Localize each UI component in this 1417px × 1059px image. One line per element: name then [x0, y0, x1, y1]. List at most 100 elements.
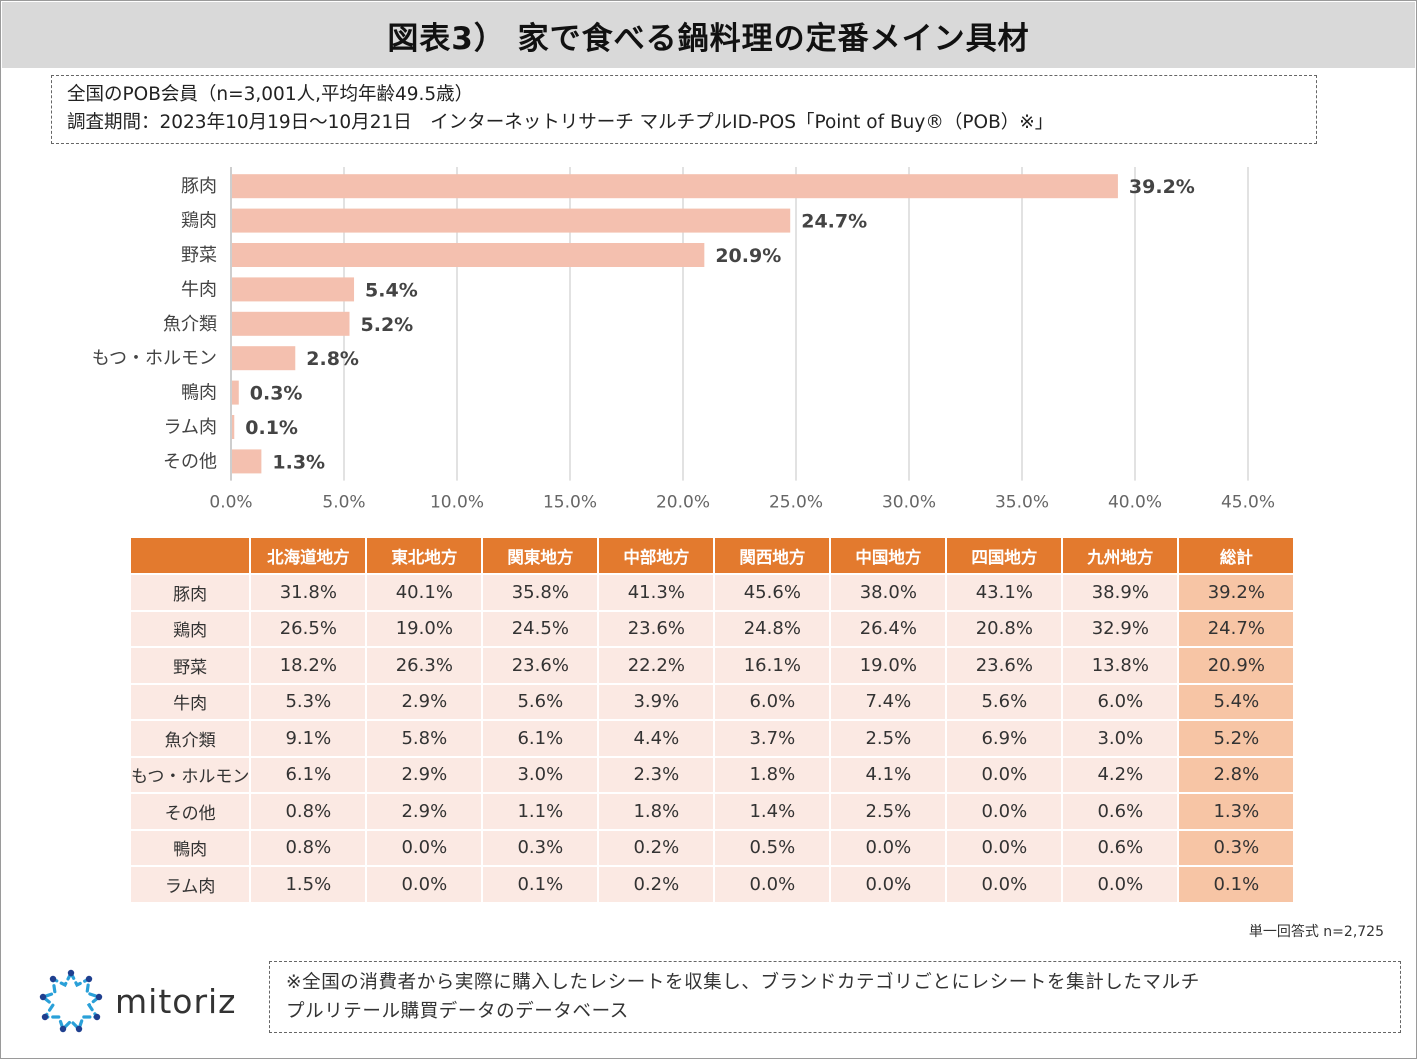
table-cell: 0.1% — [481, 865, 600, 904]
table-cell: 5.3% — [249, 682, 368, 721]
bar — [232, 243, 705, 267]
table-row: 魚介類 9.1% 5.8% 6.1% 4.4% 3.7% 2.5% 6.9% 3.0% 5.2% — [128, 719, 1296, 758]
table-row: 鶏肉 26.5% 19.0% 24.5% 23.6% 24.8% 26.4% 20.8% 32.… — [128, 609, 1296, 648]
table-cell: 1.1% — [481, 792, 600, 831]
table-cell: 0.5% — [713, 828, 832, 867]
region-table: 北海道地方 東北地方 関東地方 中部地方 関西地方 中国地方 四国地方 九州地方 総計 豚肉 31… — [128, 536, 1296, 904]
survey-info-line1: 全国のPOB会員（n=3,001人,平均年齢49.5歳） — [67, 84, 474, 105]
table-row-label: 鴨肉 — [128, 828, 252, 867]
table-row-label: 牛肉 — [128, 682, 252, 721]
table-cell: 5.6% — [481, 682, 600, 721]
data-label: 5.2% — [361, 314, 414, 336]
table-cell: 24.5% — [481, 609, 600, 648]
table-cell: 0.0% — [829, 828, 948, 867]
x-tick-label: 35.0% — [995, 493, 1049, 513]
table-row-label: ラム肉 — [128, 865, 252, 904]
bar — [232, 449, 262, 474]
table-cell: 0.0% — [945, 792, 1064, 831]
table-row: 野菜 18.2% 26.3% 23.6% 22.2% 16.1% 19.0% 23.6% 13.… — [128, 646, 1296, 685]
data-label: 24.7% — [801, 211, 867, 233]
table-cell: 9.1% — [249, 719, 368, 758]
table-cell: 4.2% — [1061, 755, 1180, 794]
footnote-line2: プルリテール購買データのデータベース — [286, 1001, 629, 1022]
table-cell: 3.0% — [481, 755, 600, 794]
data-label: 0.1% — [245, 417, 298, 439]
table-cell: 0.3% — [481, 828, 600, 867]
table-cell: 0.8% — [249, 828, 368, 867]
table-cell: 19.0% — [365, 609, 484, 648]
table-cell: 3.7% — [713, 719, 832, 758]
table-column-header: 東北地方 — [365, 536, 484, 575]
table-total-cell: 5.4% — [1177, 682, 1296, 721]
bar — [232, 174, 1118, 199]
table-row: 豚肉 31.8% 40.1% 35.8% 41.3% 45.6% 38.0% 43.1% 38.… — [128, 573, 1296, 612]
table-column-header: 九州地方 — [1061, 536, 1180, 575]
table-total-cell: 20.9% — [1177, 646, 1296, 685]
table-cell: 7.4% — [829, 682, 948, 721]
mitoriz-logo-icon — [39, 969, 103, 1033]
table-cell: 0.0% — [365, 865, 484, 904]
table-cell: 40.1% — [365, 573, 484, 612]
table-total-cell: 2.8% — [1177, 755, 1296, 794]
table-cell: 26.5% — [249, 609, 368, 648]
table-cell: 0.2% — [597, 828, 716, 867]
x-tick-label: 40.0% — [1108, 493, 1162, 513]
table-header-row: 北海道地方 東北地方 関東地方 中部地方 関西地方 中国地方 四国地方 九州地方 総計 — [128, 536, 1296, 575]
data-label: 5.4% — [365, 279, 418, 301]
table-cell: 13.8% — [1061, 646, 1180, 685]
table-total-cell: 5.2% — [1177, 719, 1296, 758]
category-label: その他 — [163, 451, 217, 472]
table-row: 牛肉 5.3% 2.9% 5.6% 3.9% 6.0% 7.4% 5.6% 6.0% 5.4% — [128, 682, 1296, 721]
table-row: ラム肉 1.5% 0.0% 0.1% 0.2% 0.0% 0.0% 0.0% 0.0% 0.1% — [128, 865, 1296, 904]
category-label: もつ・ホルモン — [92, 348, 217, 369]
category-label: 魚介類 — [163, 314, 217, 335]
category-label: 豚肉 — [181, 176, 217, 197]
table-cell: 0.0% — [945, 865, 1064, 904]
figure-title: 図表3） 家で食べる鍋料理の定番メイン具材 — [387, 20, 1030, 57]
x-tick-label: 25.0% — [769, 493, 823, 513]
table-cell: 31.8% — [249, 573, 368, 612]
category-label: 野菜 — [181, 245, 217, 266]
bar — [232, 346, 296, 371]
category-label: ラム肉 — [164, 417, 217, 438]
table-cell: 26.3% — [365, 646, 484, 685]
table-cell: 3.9% — [597, 682, 716, 721]
mitoriz-logo: mitoriz — [37, 967, 237, 1035]
table-column-header: 総計 — [1177, 536, 1296, 575]
table-cell: 43.1% — [945, 573, 1064, 612]
table-cell: 0.0% — [945, 755, 1064, 794]
x-tick-label: 20.0% — [656, 493, 710, 513]
table-cell: 0.0% — [365, 828, 484, 867]
table-cell: 1.4% — [713, 792, 832, 831]
table-cell: 16.1% — [713, 646, 832, 685]
table-cell: 6.1% — [481, 719, 600, 758]
table-total-cell: 1.3% — [1177, 792, 1296, 831]
data-label: 1.3% — [272, 451, 325, 473]
table-column-header: 中部地方 — [597, 536, 716, 575]
x-tick-label: 5.0% — [322, 493, 365, 513]
footnote-line1: ※全国の消費者から実際に購入したレシートを収集し、ブランドカテゴリごとにレシート… — [286, 972, 1200, 993]
table-cell: 23.6% — [597, 609, 716, 648]
table-cell: 38.0% — [829, 573, 948, 612]
table-cell: 23.6% — [945, 646, 1064, 685]
table-row: その他 0.8% 2.9% 1.1% 1.8% 1.4% 2.5% 0.0% 0.6% 1.3% — [128, 792, 1296, 831]
x-tick-label: 30.0% — [882, 493, 936, 513]
bar — [232, 380, 239, 405]
table-cell: 2.9% — [365, 682, 484, 721]
table-cell: 0.0% — [1061, 865, 1180, 904]
table-cell: 0.0% — [945, 828, 1064, 867]
table-row-label: 魚介類 — [128, 719, 252, 758]
x-tick-label: 0.0% — [209, 493, 252, 513]
x-tick-label: 15.0% — [543, 493, 597, 513]
table-cell: 0.8% — [249, 792, 368, 831]
table-cell: 5.6% — [945, 682, 1064, 721]
table-cell: 6.0% — [713, 682, 832, 721]
table-cell: 4.4% — [597, 719, 716, 758]
category-label: 牛肉 — [181, 279, 217, 300]
table-column-header: 四国地方 — [945, 536, 1064, 575]
table-cell: 35.8% — [481, 573, 600, 612]
bar — [232, 415, 235, 439]
survey-info-box: 全国のPOB会員（n=3,001人,平均年齢49.5歳） 調査期間：2023年1… — [51, 75, 1317, 144]
table-column-header: 関西地方 — [713, 536, 832, 575]
